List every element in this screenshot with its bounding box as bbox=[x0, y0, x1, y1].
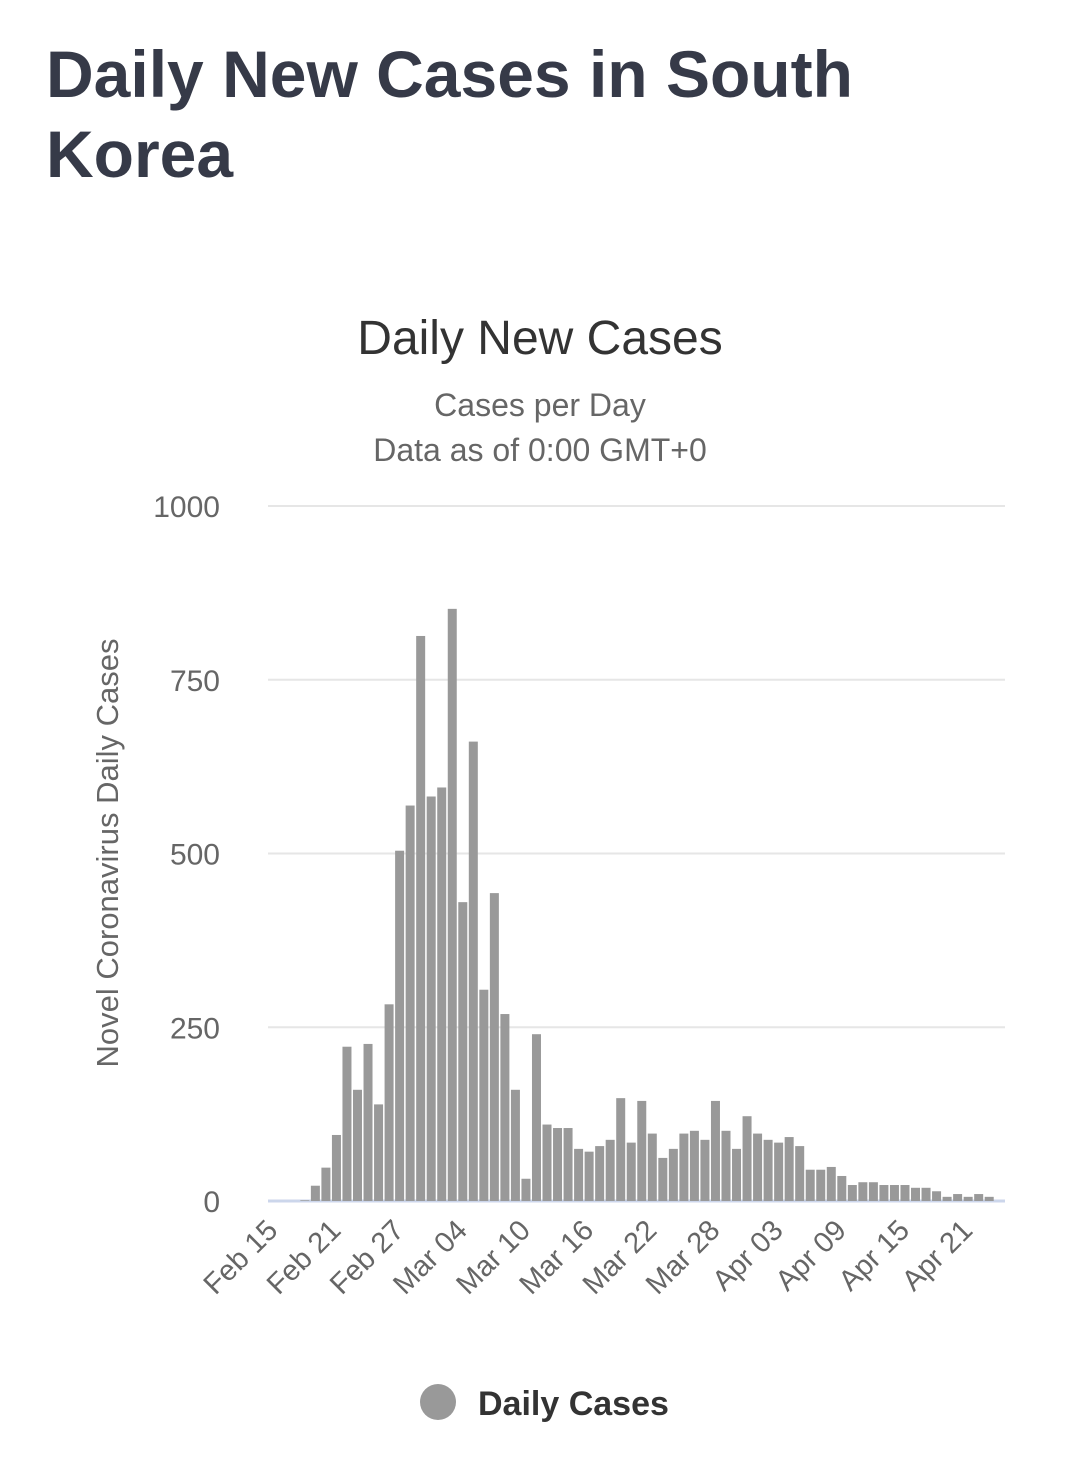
bar bbox=[616, 1098, 626, 1201]
bar bbox=[479, 989, 489, 1201]
bar bbox=[710, 1100, 720, 1201]
bar bbox=[584, 1151, 594, 1201]
page-title: Daily New Cases in South Korea bbox=[46, 37, 853, 191]
bar bbox=[331, 1134, 341, 1201]
bar bbox=[921, 1187, 931, 1201]
x-tick-label: Apr 21 bbox=[896, 1214, 979, 1297]
bar bbox=[521, 1178, 531, 1201]
bar bbox=[932, 1191, 942, 1201]
bar bbox=[805, 1169, 815, 1201]
y-tick-label: 1000 bbox=[153, 491, 220, 524]
x-tick-label: Apr 09 bbox=[770, 1214, 853, 1297]
bar bbox=[563, 1128, 573, 1201]
bar bbox=[437, 787, 447, 1201]
bar bbox=[500, 1014, 510, 1201]
bar bbox=[974, 1194, 984, 1201]
bar bbox=[911, 1187, 921, 1201]
bar bbox=[858, 1182, 868, 1201]
bar bbox=[963, 1196, 973, 1201]
chart-title: Daily New Cases bbox=[357, 312, 722, 365]
legend-marker bbox=[420, 1384, 456, 1420]
bar bbox=[405, 805, 415, 1201]
bar bbox=[879, 1185, 889, 1201]
bar bbox=[795, 1146, 805, 1201]
bar bbox=[626, 1142, 636, 1201]
y-axis-label: Novel Coronavirus Daily Cases bbox=[90, 639, 125, 1068]
bar bbox=[753, 1133, 763, 1201]
bar bbox=[847, 1185, 857, 1201]
bar bbox=[637, 1100, 647, 1201]
bar bbox=[658, 1157, 668, 1201]
bar bbox=[700, 1139, 710, 1201]
bar bbox=[595, 1146, 605, 1201]
chart-subtitle-data-as-of: Data as of 0:00 GMT+0 bbox=[373, 432, 707, 468]
y-tick-label: 500 bbox=[170, 839, 220, 872]
bar bbox=[310, 1185, 320, 1201]
bar bbox=[868, 1182, 878, 1201]
bar bbox=[837, 1175, 847, 1201]
bar bbox=[574, 1148, 584, 1201]
y-tick-label: 250 bbox=[170, 1012, 220, 1045]
bar bbox=[374, 1104, 384, 1201]
bar bbox=[395, 850, 405, 1201]
bar bbox=[647, 1133, 657, 1201]
bar bbox=[426, 796, 436, 1201]
bar bbox=[447, 608, 457, 1201]
bar bbox=[900, 1185, 910, 1201]
bar bbox=[352, 1089, 362, 1201]
y-tick-label: 750 bbox=[170, 665, 220, 698]
bar bbox=[816, 1169, 826, 1201]
bar bbox=[300, 1200, 310, 1201]
bar bbox=[510, 1089, 520, 1201]
bar bbox=[668, 1148, 678, 1201]
bar bbox=[784, 1137, 794, 1201]
bar bbox=[984, 1196, 994, 1201]
legend[interactable]: Daily Cases bbox=[420, 1384, 669, 1423]
bar bbox=[553, 1128, 563, 1201]
bar bbox=[774, 1142, 784, 1201]
bar bbox=[321, 1167, 331, 1201]
y-tick-label: 0 bbox=[203, 1186, 220, 1219]
bar bbox=[679, 1133, 689, 1201]
bar bbox=[689, 1130, 699, 1201]
bar bbox=[742, 1116, 752, 1201]
bar bbox=[458, 902, 468, 1201]
bar bbox=[605, 1139, 615, 1201]
x-tick-label: Apr 03 bbox=[707, 1214, 790, 1297]
bar bbox=[384, 1004, 394, 1201]
chart-subtitle: Cases per Day bbox=[434, 387, 646, 423]
bar bbox=[763, 1139, 773, 1201]
legend-label-daily-cases[interactable]: Daily Cases bbox=[478, 1385, 669, 1423]
bar bbox=[489, 893, 499, 1201]
bar bbox=[342, 1046, 352, 1201]
bar bbox=[942, 1196, 952, 1201]
bar bbox=[542, 1124, 552, 1201]
bar bbox=[363, 1043, 373, 1201]
bar bbox=[468, 741, 478, 1201]
bar bbox=[732, 1148, 742, 1201]
bar bbox=[953, 1194, 963, 1201]
x-tick-label: Apr 15 bbox=[833, 1214, 916, 1297]
bar bbox=[826, 1166, 836, 1201]
bar bbox=[721, 1130, 731, 1201]
bar bbox=[889, 1185, 899, 1201]
bar bbox=[531, 1034, 541, 1201]
bar bbox=[416, 635, 426, 1201]
